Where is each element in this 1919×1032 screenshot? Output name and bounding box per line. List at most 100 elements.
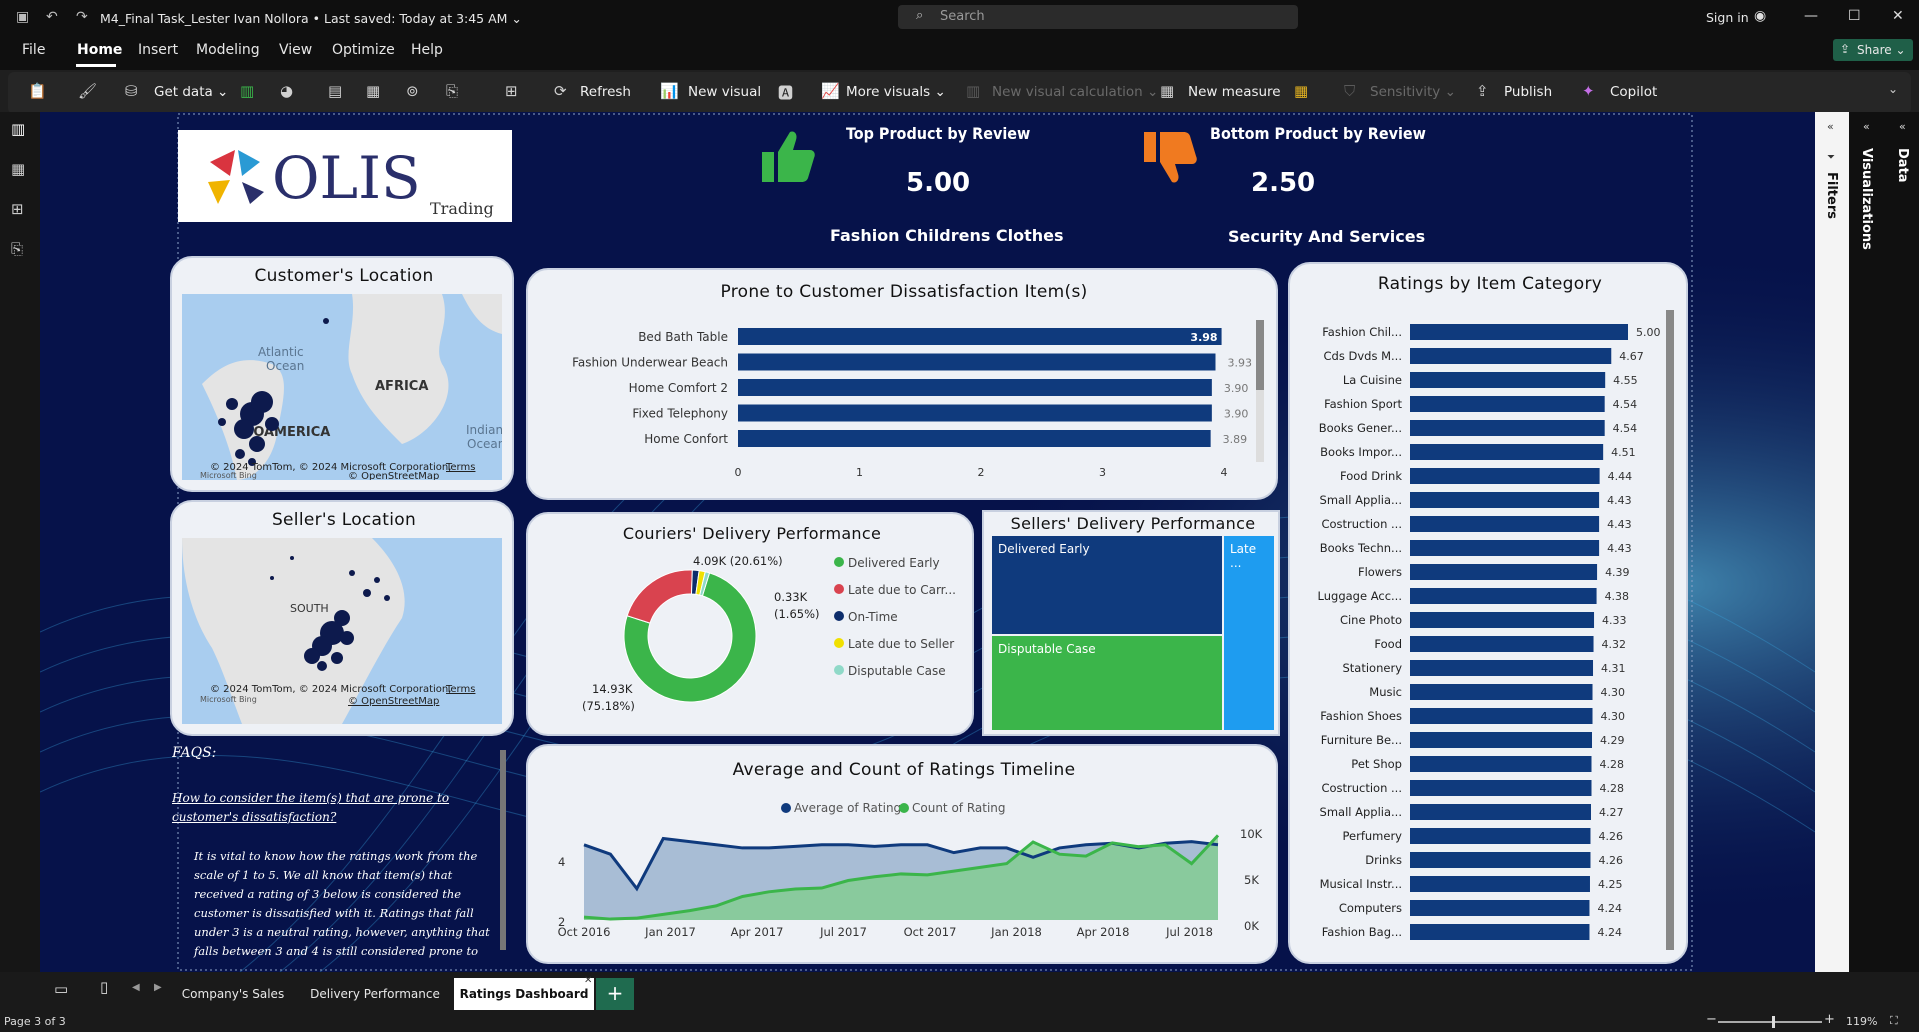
sensitivity-button[interactable]: Sensitivity ⌄ — [1370, 84, 1456, 100]
treemap-disputable-case[interactable]: Disputable Case — [992, 636, 1222, 730]
redo-icon[interactable]: ↷ — [76, 9, 88, 25]
menu-home[interactable]: Home — [77, 42, 123, 58]
recent-sources-icon[interactable]: ⎘ — [446, 82, 459, 100]
mobile-layout-icon[interactable]: ▯ — [100, 978, 109, 996]
document-title[interactable]: M4_Final Task_Lester Ivan Nollora • Last… — [100, 11, 522, 26]
customer-map[interactable]: Atlantic Ocean AFRICA AMERICA SO Indian … — [182, 294, 502, 480]
search-input[interactable]: ⌕ Search — [898, 5, 1298, 29]
menu-file[interactable]: File — [22, 42, 46, 58]
filters-pane[interactable]: « ⏷ Filters — [1815, 112, 1849, 972]
more-visuals-button[interactable]: More visuals ⌄ — [846, 84, 946, 100]
sellers-performance-card[interactable]: Sellers' Delivery Performance Delivered … — [982, 510, 1280, 736]
legend-item[interactable]: On-Time — [834, 610, 956, 637]
close-tab-icon[interactable]: ✕ — [584, 975, 593, 986]
next-page-icon[interactable]: ▶ — [154, 982, 162, 993]
sign-in-link[interactable]: Sign in — [1706, 10, 1749, 25]
faqs-scrollbar[interactable] — [500, 750, 506, 950]
data-pane-label[interactable]: Data — [1895, 148, 1910, 183]
ratings-timeline-chart[interactable]: Average of Rating Count of Rating Oct 2016… — [528, 746, 1280, 966]
menu-view[interactable]: View — [279, 42, 313, 58]
treemap-delivered-early[interactable]: Delivered Early — [992, 536, 1222, 634]
zoom-level[interactable]: 119% — [1846, 1015, 1878, 1028]
paste-icon[interactable]: 📋 — [28, 82, 47, 100]
close-icon[interactable]: ✕ — [1892, 8, 1904, 24]
report-view-icon[interactable]: ▥ — [11, 120, 26, 138]
model-view-icon[interactable]: ⊞ — [11, 200, 24, 218]
legend-item[interactable]: Disputable Case — [834, 664, 956, 691]
sql-icon[interactable]: ▤ — [328, 82, 343, 100]
minimize-icon[interactable]: — — [1804, 8, 1818, 24]
zoom-slider[interactable] — [1718, 1016, 1822, 1028]
prone-scrollbar[interactable] — [1256, 320, 1264, 462]
dataverse-icon[interactable]: ⊚ — [406, 82, 419, 100]
prone-dissatisfaction-card[interactable]: Prone to Customer Dissatisfaction Item(s… — [526, 268, 1278, 500]
ratings-bar — [1410, 924, 1590, 940]
transform-data-icon[interactable]: ⊞ — [505, 82, 518, 100]
tab-company-sales[interactable]: Company's Sales — [181, 987, 285, 1001]
menu-insert[interactable]: Insert — [138, 42, 179, 58]
maximize-icon[interactable]: ☐ — [1848, 8, 1861, 24]
new-measure-button[interactable]: New measure — [1188, 84, 1281, 100]
legend-item[interactable]: Delivered Early — [834, 556, 956, 583]
dax-query-icon[interactable]: ⎘ — [11, 240, 24, 258]
excel-icon[interactable]: ▥ — [240, 82, 255, 100]
zoom-in-icon[interactable]: + — [1824, 1012, 1835, 1027]
zoom-out-icon[interactable]: − — [1706, 1012, 1717, 1027]
expand-filters-icon[interactable]: « — [1827, 120, 1834, 133]
couriers-performance-card[interactable]: Couriers' Delivery Performance 4.09K (20… — [526, 512, 974, 736]
map-osm-link[interactable]: © OpenStreetMap — [348, 471, 439, 480]
new-visual-calculation-button[interactable]: New visual calculation ⌄ — [992, 84, 1159, 100]
desktop-layout-icon[interactable]: ▭ — [54, 980, 69, 998]
ratings-data-label: 4.25 — [1598, 878, 1623, 891]
share-button[interactable]: ⇪ Share ⌄ — [1833, 39, 1913, 61]
ratings-timeline-card[interactable]: Average and Count of Ratings Timeline Av… — [526, 744, 1278, 964]
quick-measure-icon[interactable]: ▦ — [1294, 82, 1309, 100]
ratings-category-label: Flowers — [1358, 565, 1402, 579]
ratings-category-title: Ratings by Item Category — [1377, 274, 1603, 294]
refresh-button[interactable]: Refresh — [580, 84, 631, 100]
undo-icon[interactable]: ↶ — [46, 9, 58, 25]
faqs-text-box[interactable]: FAQS: How to consider the item(s) that a… — [172, 745, 502, 960]
menu-optimize[interactable]: Optimize — [332, 42, 395, 58]
seller-map[interactable]: SOUTH © 2024 TomTom, © 2024 Microsoft Co… — [182, 538, 502, 724]
legend-item[interactable]: Late due to Seller — [834, 637, 956, 664]
ratings-scrollbar[interactable] — [1666, 310, 1674, 950]
format-painter-icon[interactable]: 🖌 — [78, 82, 98, 100]
treemap-late[interactable]: Late ... — [1224, 536, 1274, 730]
prone-bar — [738, 430, 1211, 447]
onelake-icon[interactable]: ◕ — [280, 82, 294, 100]
map-terms-link[interactable]: Terms — [445, 462, 475, 473]
enter-data-icon[interactable]: ▦ — [366, 82, 381, 100]
prone-bar-chart[interactable]: Bed Bath Table 3.98 Fashion Underwear Beac… — [528, 270, 1280, 502]
table-view-icon[interactable]: ▦ — [11, 160, 26, 178]
get-data-button[interactable]: Get data ⌄ — [154, 84, 229, 100]
collapse-ribbon-icon[interactable]: ⌄ — [1888, 82, 1899, 96]
customer-location-card[interactable]: Customer's Location Atlantic Ocean AFRIC… — [170, 256, 514, 492]
ratings-bar-chart[interactable]: Fashion Chil... 5.00 Cds Dvds M... 4.67 La C… — [1290, 264, 1690, 966]
save-icon[interactable]: ▣ — [16, 9, 30, 25]
publish-button[interactable]: Publish — [1504, 84, 1553, 100]
fit-to-page-icon[interactable]: ⛶ — [1890, 1014, 1898, 1027]
donut-label-small-pct: (1.65%) — [774, 607, 820, 621]
seller-location-card[interactable]: Seller's Location SOUTH © 2024 TomTom, ©… — [170, 500, 514, 736]
expand-visualizations-icon[interactable]: « — [1863, 120, 1870, 133]
menu-modeling[interactable]: Modeling — [196, 42, 260, 58]
avatar-icon[interactable]: ◉ — [1754, 8, 1767, 24]
ribbon-toolbar: 📋 🖌 ⛁ Get data ⌄ ▥ ◕ ▤ ▦ ⊚ ⎘ ⊞ ⟳ Refresh… — [8, 72, 1911, 114]
text-box-icon[interactable]: 🅰 — [778, 84, 794, 102]
visualizations-label[interactable]: Visualizations — [1859, 148, 1874, 250]
tab-delivery-performance[interactable]: Delivery Performance — [310, 987, 440, 1001]
map-terms-link[interactable]: Terms — [445, 684, 475, 695]
faqs-question-link[interactable]: How to consider the item(s) that are pro… — [172, 791, 450, 824]
copilot-button[interactable]: Copilot — [1610, 84, 1658, 100]
add-page-button[interactable]: + — [596, 978, 634, 1010]
legend-item[interactable]: Late due to Carr... — [834, 583, 956, 610]
new-visual-button[interactable]: New visual — [688, 84, 762, 100]
ratings-by-category-card[interactable]: Ratings by Item Category Fashion Chil...… — [1288, 262, 1688, 964]
prev-page-icon[interactable]: ◀ — [132, 982, 140, 993]
map-osm-link[interactable]: © OpenStreetMap — [348, 696, 439, 707]
couriers-donut-chart[interactable] — [528, 514, 976, 738]
expand-data-icon[interactable]: « — [1899, 120, 1906, 133]
menu-help[interactable]: Help — [411, 42, 443, 58]
tab-ratings-dashboard[interactable]: Ratings Dashboard — [454, 978, 594, 1010]
